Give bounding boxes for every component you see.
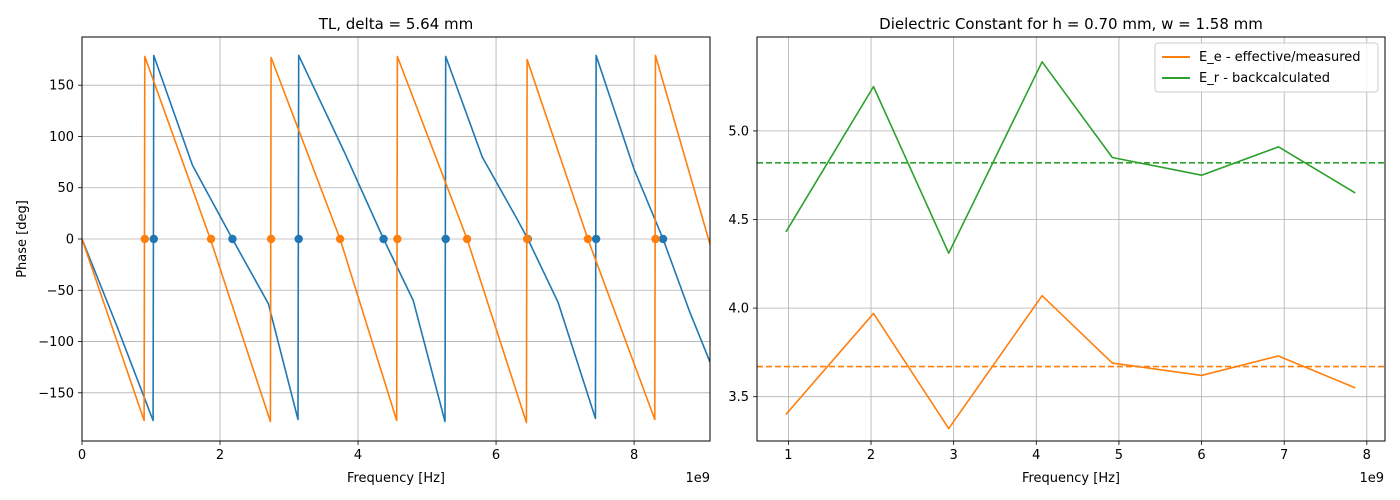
zero-crossing-marker-1 [591,234,601,244]
x-tick-label: 7 [1280,448,1288,463]
dielectric-chart: Dielectric Constant for h = 0.70 mm, w =… [728,15,1386,486]
zero-crossing-marker-2 [462,234,472,244]
x-tick-label: 2 [867,448,875,463]
phase-chart-title: TL, delta = 5.64 mm [318,15,474,33]
y-tick-label: 5.0 [728,124,749,139]
x-tick-label: 1 [784,448,792,463]
x-tick-label: 3 [950,448,958,463]
y-tick-label: 0 [66,233,74,248]
zero-crossing-marker-2 [266,234,276,244]
zero-crossing-marker-2 [335,234,345,244]
x-tick-label: 8 [1363,448,1371,463]
y-tick-label: −50 [47,284,74,299]
dielectric-chart-plot-area [757,61,1385,430]
x-tick-label: 5 [1115,448,1123,463]
phase-chart-plot-area [82,54,710,424]
y-tick-label: 150 [49,79,74,94]
legend-label-backcalculated: E_r - backcalculated [1199,71,1330,86]
phase-chart: TL, delta = 5.64 mm 0 2 4 6 8 −150 −100 −50 0 50 1… [15,15,711,486]
phase-chart-x-offset: 1e9 [685,471,710,486]
dielectric-series-line-2 [785,61,1356,254]
zero-crossing-marker-2 [583,234,593,244]
zero-crossing-marker-2 [393,234,402,244]
dielectric-series-line-1 [785,294,1356,430]
y-tick-label: 4.0 [728,302,749,317]
dielectric-chart-x-offset: 1e9 [1359,471,1384,486]
y-tick-label: 4.5 [728,213,749,228]
x-tick-label: 6 [492,448,500,463]
zero-crossing-marker-2 [651,234,660,244]
legend-label-effective: E_e - effective/measured [1199,50,1361,65]
zero-crossing-marker-1 [379,234,388,244]
y-tick-label: 50 [57,181,74,196]
y-tick-label: −100 [38,335,74,350]
x-tick-label: 0 [78,448,86,463]
phase-chart-ylabel: Phase [deg] [15,200,30,278]
x-tick-label: 8 [630,448,638,463]
x-tick-label: 6 [1197,448,1205,463]
x-tick-label: 2 [216,448,224,463]
zero-crossing-marker-2 [140,234,149,244]
legend-box [1154,42,1379,93]
y-tick-label: −150 [38,386,74,401]
dielectric-chart-title: Dielectric Constant for h = 0.70 mm, w =… [879,15,1263,33]
dielectric-chart-grid [757,37,1385,441]
zero-crossing-marker-1 [228,234,237,244]
y-tick-label: 3.5 [728,390,749,405]
zero-crossing-marker-1 [149,234,158,244]
legend: E_e - effective/measured E_r - backcalcu… [1154,42,1379,93]
dielectric-chart-axes-frame [756,36,1386,442]
x-tick-label: 4 [354,448,362,463]
y-tick-label: 100 [49,130,74,145]
zero-crossing-marker-1 [294,234,303,244]
zero-crossing-marker-2 [522,234,532,244]
dielectric-chart-xlabel: Frequency [Hz] [1022,471,1120,486]
phase-chart-ticks: 0 2 4 6 8 −150 −100 −50 0 50 100 150 [38,79,638,463]
phase-chart-xlabel: Frequency [Hz] [347,471,445,486]
x-tick-label: 4 [1032,448,1040,463]
dielectric-chart-ticks: 1 2 3 4 5 6 7 8 3.5 4.0 4.5 5.0 [728,124,1371,463]
zero-crossing-marker-1 [441,234,450,244]
phase-series-line-1 [82,54,710,423]
zero-crossing-marker-1 [658,234,668,244]
zero-crossing-marker-2 [206,234,216,244]
